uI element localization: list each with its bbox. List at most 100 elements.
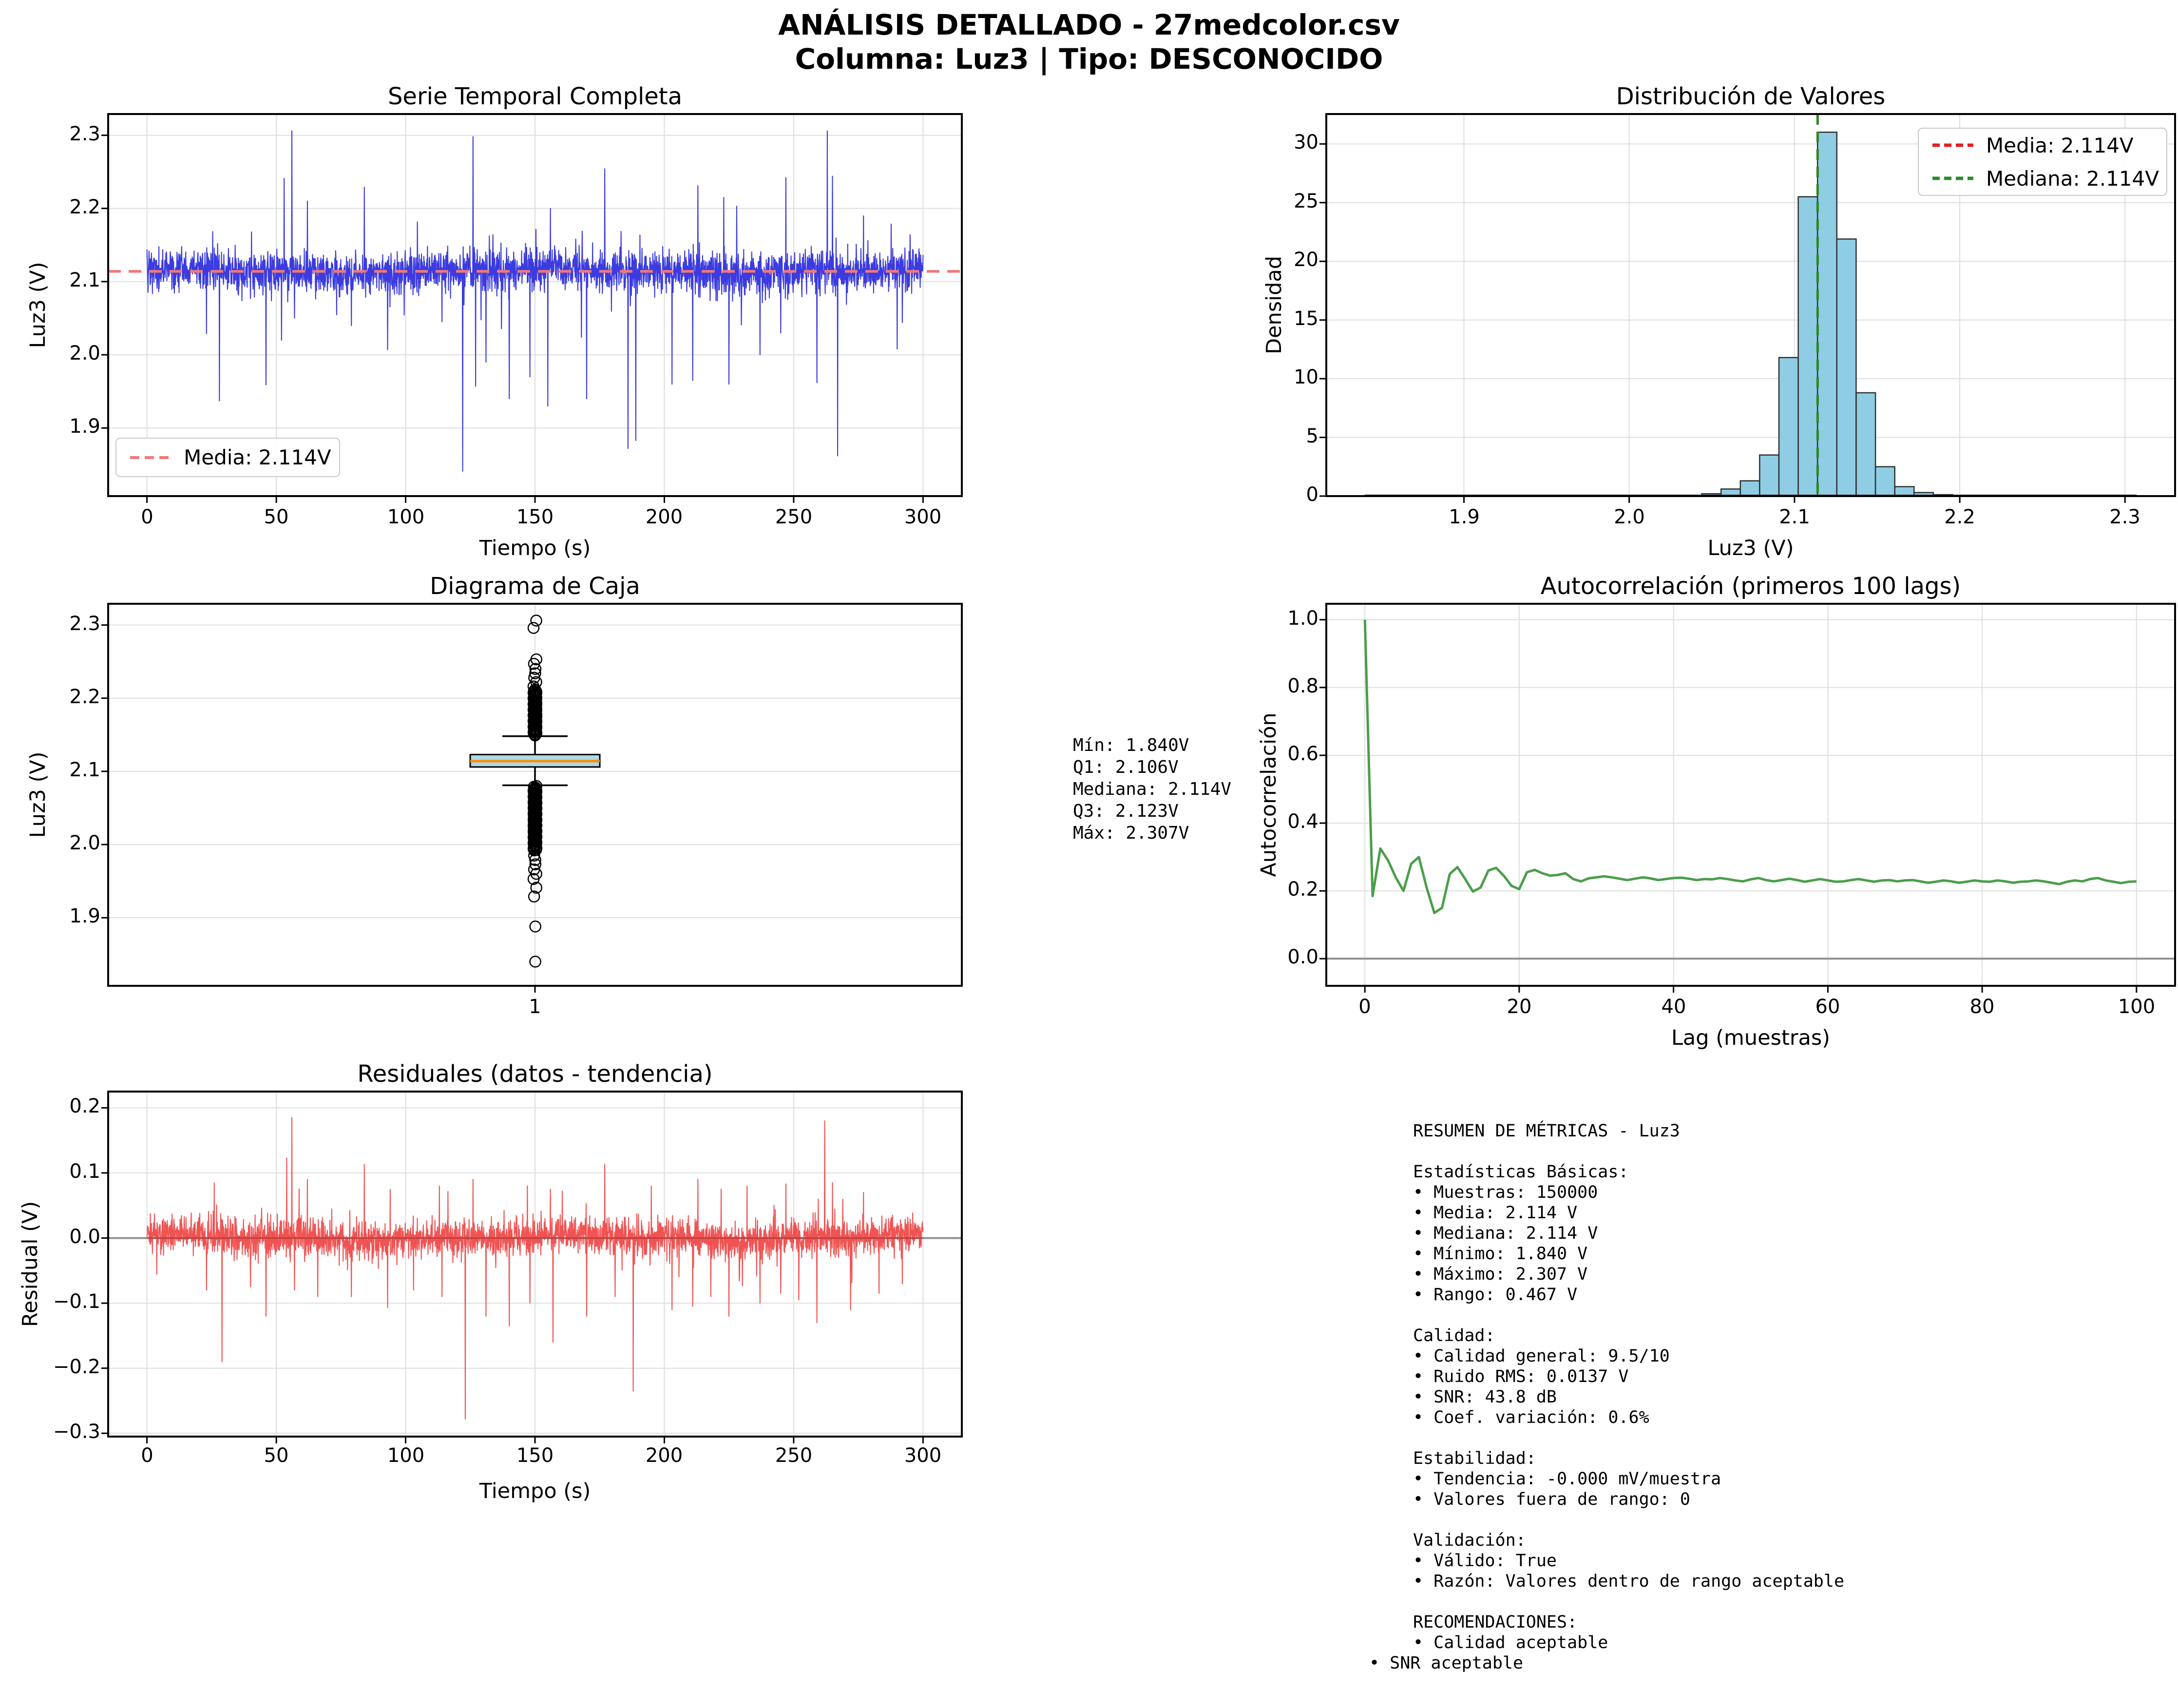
resid-xtick-0: 0 — [141, 1444, 153, 1467]
metrics-line-24: RECOMENDACIONES: — [1413, 1612, 1578, 1632]
serie-title: Serie Temporal Completa — [387, 83, 683, 110]
serie-xlabel: Tiempo (s) — [479, 536, 591, 560]
metrics-line-25: • Calidad aceptable — [1413, 1633, 1608, 1652]
serie-ytick-2.0: 2.0 — [69, 342, 100, 365]
serie-ytick-2.2: 2.2 — [69, 196, 100, 218]
metrics-line-3: • Muestras: 150000 — [1413, 1183, 1598, 1202]
autocorr-ytick-0.0: 0.0 — [1287, 946, 1318, 968]
dist-xtick-2.3: 2.3 — [2109, 506, 2140, 528]
dist-xtick-2.2: 2.2 — [1944, 506, 1975, 528]
metrics-line-13: • SNR: 43.8 dB — [1413, 1387, 1557, 1407]
dist-title: Distribución de Valores — [1616, 83, 1886, 110]
stat-q1: Q1: 2.106V — [1073, 757, 1179, 777]
metrics-line-22: • Razón: Valores dentro de rango aceptab… — [1413, 1572, 1845, 1591]
suptitle-line1: ANÁLISIS DETALLADO - 27medcolor.csv — [778, 8, 1400, 41]
serie-legend-label: Media: 2.114V — [184, 445, 331, 469]
resid-xlabel: Tiempo (s) — [479, 1479, 591, 1503]
serie-temporal-chart — [101, 113, 963, 503]
metrics-line-26: • SNR aceptable — [1369, 1653, 1524, 1673]
dist-legend-label-mediana: Mediana: 2.114V — [1986, 166, 2159, 191]
caja-ytick-2.0: 2.0 — [69, 832, 100, 854]
serie-ytick-2.1: 2.1 — [69, 269, 100, 291]
metrics-line-6: • Mínimo: 1.840 V — [1413, 1244, 1588, 1264]
serie-xtick-0: 0 — [141, 506, 153, 528]
dist-xtick-2.0: 2.0 — [1614, 506, 1645, 528]
stat-min: Mín: 1.840V — [1073, 735, 1189, 755]
resid-xtick-50: 50 — [264, 1444, 289, 1467]
metrics-line-0: RESUMEN DE MÉTRICAS - Luz3 — [1413, 1121, 1680, 1141]
autocorr-xtick-40: 40 — [1661, 996, 1686, 1018]
resid-ytick-0.2: 0.2 — [69, 1095, 100, 1117]
autocorr-title: Autocorrelación (primeros 100 lags) — [1540, 573, 1961, 600]
media-dash-sample-icon — [130, 456, 171, 459]
metrics-line-12: • Ruido RMS: 0.0137 V — [1413, 1367, 1629, 1386]
autocorr-ytick-0.2: 0.2 — [1287, 878, 1318, 901]
residuales-chart — [101, 1091, 963, 1443]
autocorr-xtick-0: 0 — [1358, 996, 1371, 1018]
mediana-dash-sample-icon — [1932, 176, 1973, 180]
metrics-line-10: Calidad: — [1413, 1326, 1495, 1345]
resid-xtick-100: 100 — [387, 1444, 425, 1467]
metrics-line-19 — [1369, 1510, 2168, 1530]
metrics-summary: RESUMEN DE MÉTRICAS - Luz3 Estadísticas … — [1369, 1121, 2168, 1673]
metrics-line-7: • Máximo: 2.307 V — [1413, 1265, 1588, 1284]
suptitle-line2: Columna: Luz3 | Tipo: DESCONOCIDO — [795, 42, 1383, 76]
boxplot-stats-annotation: Mín: 1.840V Q1: 2.106V Mediana: 2.114V Q… — [1073, 734, 1231, 844]
dist-ytick-30: 30 — [1294, 131, 1318, 154]
autocorr-xtick-60: 60 — [1815, 996, 1840, 1018]
distribucion-chart — [1319, 113, 2176, 503]
caja-ytick-2.3: 2.3 — [69, 613, 100, 635]
metrics-line-16: Estabilidad: — [1413, 1449, 1536, 1468]
metrics-line-18: • Valores fuera de rango: 0 — [1413, 1490, 1690, 1509]
autocorr-ytick-1.0: 1.0 — [1287, 607, 1318, 630]
serie-xtick-250: 250 — [775, 506, 813, 528]
serie-legend: Media: 2.114V — [115, 438, 340, 477]
serie-ytick-1.9: 1.9 — [69, 415, 100, 438]
metrics-line-2: Estadísticas Básicas: — [1413, 1162, 1629, 1182]
autocorr-ytick-0.6: 0.6 — [1287, 743, 1318, 765]
figure-suptitle: ANÁLISIS DETALLADO - 27medcolor.csv Colu… — [0, 8, 2178, 76]
metrics-line-1 — [1369, 1141, 2168, 1162]
serie-xtick-150: 150 — [516, 506, 554, 528]
stat-max: Máx: 2.307V — [1073, 823, 1189, 843]
serie-xtick-300: 300 — [904, 506, 942, 528]
metrics-line-20: Validación: — [1413, 1531, 1526, 1550]
resid-xtick-150: 150 — [516, 1444, 554, 1467]
resid-xtick-250: 250 — [775, 1444, 813, 1467]
metrics-line-17: • Tendencia: -0.000 mV/muestra — [1413, 1469, 1721, 1489]
dist-xtick-2.1: 2.1 — [1779, 506, 1810, 528]
metrics-line-5: • Mediana: 2.114 V — [1413, 1224, 1598, 1243]
caja-ytick-2.1: 2.1 — [69, 759, 100, 781]
resid-ytick-0.1: 0.1 — [69, 1160, 100, 1183]
metrics-line-15 — [1369, 1428, 2168, 1448]
dist-ytick-0: 0 — [1306, 483, 1318, 506]
autocorr-xtick-20: 20 — [1507, 996, 1532, 1018]
resid-title: Residuales (datos - tendencia) — [357, 1060, 713, 1088]
dist-ytick-20: 20 — [1294, 249, 1318, 271]
dist-ytick-15: 15 — [1294, 307, 1318, 330]
dist-ytick-25: 25 — [1294, 190, 1318, 212]
metrics-line-23 — [1369, 1592, 2168, 1612]
metrics-line-8: • Rango: 0.467 V — [1413, 1285, 1578, 1305]
dist-legend: Media: 2.114V Mediana: 2.114V — [1918, 128, 2167, 196]
resid-xtick-300: 300 — [904, 1444, 942, 1467]
dist-legend-label-media: Media: 2.114V — [1986, 133, 2134, 157]
autocorr-ytick-0.4: 0.4 — [1287, 810, 1318, 833]
serie-xtick-50: 50 — [264, 506, 289, 528]
dist-ytick-5: 5 — [1306, 425, 1318, 447]
resid-xtick-200: 200 — [645, 1444, 683, 1467]
serie-xtick-200: 200 — [645, 506, 683, 528]
autocorr-ytick-0.8: 0.8 — [1287, 675, 1318, 697]
autocorr-xlabel: Lag (muestras) — [1671, 1026, 1831, 1050]
metrics-line-4: • Media: 2.114 V — [1413, 1203, 1578, 1223]
caja-ytick-2.2: 2.2 — [69, 686, 100, 708]
metrics-line-9 — [1369, 1305, 2168, 1325]
resid-ytick-−0.2: −0.2 — [53, 1356, 100, 1378]
autocorr-xtick-80: 80 — [1969, 996, 1995, 1018]
dist-xlabel: Luz3 (V) — [1707, 536, 1794, 560]
stat-q3: Q3: 2.123V — [1073, 801, 1179, 821]
diagrama-caja-chart — [101, 603, 963, 993]
dist-ytick-10: 10 — [1294, 366, 1318, 388]
caja-ytick-1.9: 1.9 — [69, 905, 100, 927]
resid-ytick-−0.3: −0.3 — [53, 1420, 100, 1443]
